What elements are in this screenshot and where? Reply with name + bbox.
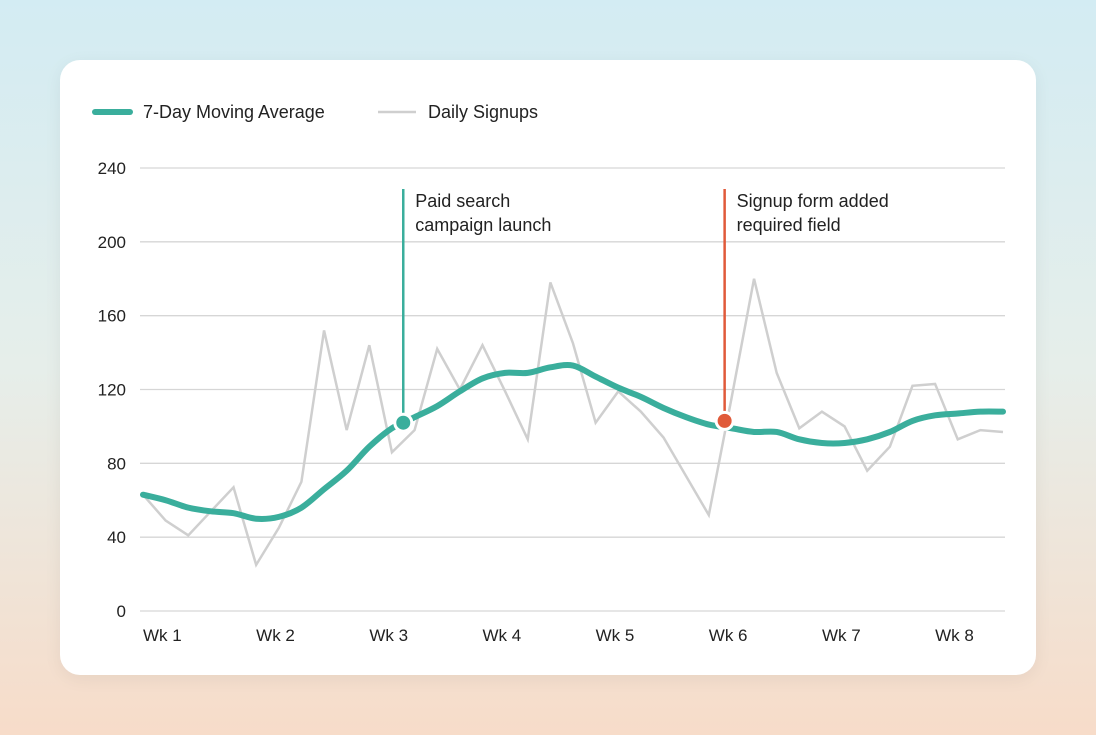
- x-tick-label: Wk 7: [822, 626, 861, 645]
- x-tick-label: Wk 6: [709, 626, 748, 645]
- y-tick-label: 200: [98, 233, 126, 252]
- y-tick-label: 40: [107, 528, 126, 547]
- annotation-marker: [393, 412, 414, 433]
- legend: 7-Day Moving Average Daily Signups: [92, 102, 538, 122]
- gridlines: [140, 167, 1005, 612]
- legend-label-daily-signups: Daily Signups: [428, 102, 538, 122]
- daily-signups-line: [142, 278, 1004, 568]
- moving-average-line: [140, 361, 1006, 522]
- y-axis-ticks: 0 40 80 120 160 200 240: [98, 159, 126, 621]
- series-lines: [140, 278, 1006, 568]
- x-tick-label: Wk 8: [935, 626, 974, 645]
- annotation-label: campaign launch: [415, 215, 551, 235]
- x-tick-label: Wk 4: [482, 626, 521, 645]
- y-tick-label: 240: [98, 159, 126, 178]
- legend-label-moving-average: 7-Day Moving Average: [143, 102, 325, 122]
- annotation-label: required field: [737, 215, 841, 235]
- x-axis-ticks: Wk 1 Wk 2 Wk 3 Wk 4 Wk 5 Wk 6 Wk 7 Wk 8: [143, 626, 974, 645]
- y-tick-label: 120: [98, 381, 126, 400]
- y-tick-label: 0: [117, 602, 126, 621]
- y-tick-label: 80: [107, 454, 126, 473]
- annotations: Paid search campaign launch Signup form ad…: [393, 189, 889, 433]
- annotation-label: Signup form added: [737, 191, 889, 211]
- annotation-marker: [714, 410, 735, 431]
- y-tick-label: 160: [98, 307, 126, 326]
- x-tick-label: Wk 2: [256, 626, 295, 645]
- x-tick-label: Wk 1: [143, 626, 182, 645]
- x-tick-label: Wk 5: [596, 626, 635, 645]
- x-tick-label: Wk 3: [369, 626, 408, 645]
- annotation-label: Paid search: [415, 191, 510, 211]
